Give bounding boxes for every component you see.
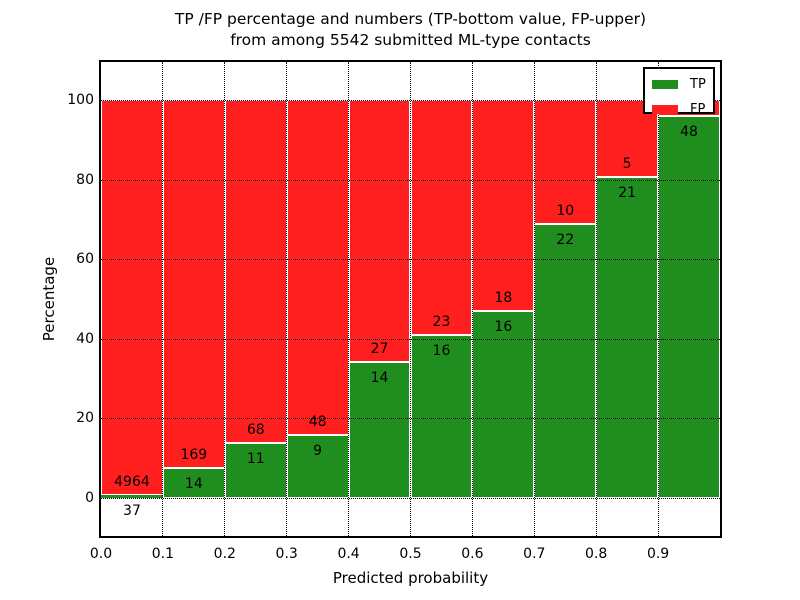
tp-bar-segment — [286, 435, 349, 498]
x-tick-label: 0.1 — [151, 546, 175, 562]
x-tick-label: 0.3 — [275, 546, 298, 562]
x-tick-label: 0.4 — [337, 546, 360, 562]
y-tick-label: 40 — [76, 330, 94, 347]
tp-bar-segment — [224, 442, 287, 498]
legend: TP FP — [643, 67, 715, 116]
x-gridline — [471, 62, 473, 536]
fp-bar-segment — [348, 100, 411, 363]
chart-title: TP /FP percentage and numbers (TP-bottom… — [174, 10, 647, 28]
x-gridline — [286, 62, 288, 536]
chart-subtitle: from among 5542 submitted ML-type contac… — [230, 31, 591, 49]
tp-bar-segment — [658, 115, 720, 498]
legend-item-fp: FP — [645, 94, 713, 119]
chart-title-block: TP /FP percentage and numbers (TP-bottom… — [99, 9, 722, 51]
x-tick-label: 0.9 — [646, 546, 670, 562]
x-tick-label: 0.0 — [89, 546, 113, 562]
plot-area: 4964 37 169 14 68 11 48 9 27 14 23 16 18 16 10 22 5 21 48 — [99, 60, 722, 538]
tp-count-label: 11 — [246, 450, 265, 467]
tp-bar-segment — [534, 224, 597, 498]
x-axis-label: Predicted probability — [332, 569, 489, 587]
legend-swatch-tp-icon — [652, 79, 678, 89]
tp-count-label: 21 — [618, 184, 637, 201]
y-tick-label: 60 — [76, 251, 94, 268]
fp-bar-segment — [472, 100, 535, 311]
fp-bar-segment — [286, 100, 349, 436]
tp-count-label: 48 — [680, 123, 698, 140]
fp-bar-segment — [162, 100, 225, 468]
x-tick-label: 0.8 — [585, 546, 608, 562]
fp-count-label: 23 — [432, 313, 451, 330]
tp-bar-segment — [596, 176, 659, 498]
fp-count-label: 68 — [246, 421, 265, 438]
tp-bar-segment — [101, 495, 163, 498]
x-tick-label: 0.2 — [213, 546, 236, 562]
x-gridline — [533, 62, 535, 536]
tp-count-label: 9 — [313, 443, 323, 460]
x-tick-label: 0.6 — [461, 546, 484, 562]
fp-count-label: 27 — [370, 341, 389, 358]
y-tick-label: 100 — [67, 92, 94, 108]
x-gridline — [657, 62, 659, 536]
x-gridline — [224, 62, 226, 536]
legend-label-fp: FP — [690, 101, 706, 117]
fp-count-label: 5 — [622, 155, 632, 172]
x-gridline — [162, 62, 164, 536]
y-tick-label: 0 — [85, 490, 94, 506]
x-gridline — [348, 62, 350, 536]
tp-count-label: 37 — [123, 503, 141, 520]
x-gridline — [595, 62, 597, 536]
fp-bar-segment — [410, 100, 473, 335]
fp-bar-segment — [224, 100, 287, 443]
fp-bar-segment — [101, 100, 163, 496]
x-tick-label: 0.7 — [523, 546, 546, 562]
tp-count-label: 22 — [556, 232, 575, 249]
fp-count-label: 4964 — [114, 474, 150, 491]
fp-count-label: 48 — [308, 414, 327, 431]
y-axis-label: Percentage — [40, 256, 58, 342]
tp-count-label: 14 — [184, 475, 203, 492]
tp-count-label: 16 — [494, 318, 513, 335]
fp-count-label: 169 — [180, 446, 208, 463]
y-tick-label: 80 — [76, 171, 94, 188]
y-tick-label: 20 — [76, 410, 94, 427]
x-gridline — [410, 62, 411, 536]
tp-count-label: 16 — [432, 342, 451, 359]
legend-label-tp: TP — [690, 76, 706, 92]
fp-count-label: 18 — [494, 289, 513, 306]
fp-count-label: 10 — [556, 203, 575, 220]
legend-item-tp: TP — [645, 69, 713, 94]
legend-swatch-fp-icon — [652, 104, 678, 114]
tp-bar-segment — [410, 334, 473, 498]
x-tick-label: 0.5 — [399, 546, 422, 562]
tp-count-label: 14 — [370, 370, 389, 387]
